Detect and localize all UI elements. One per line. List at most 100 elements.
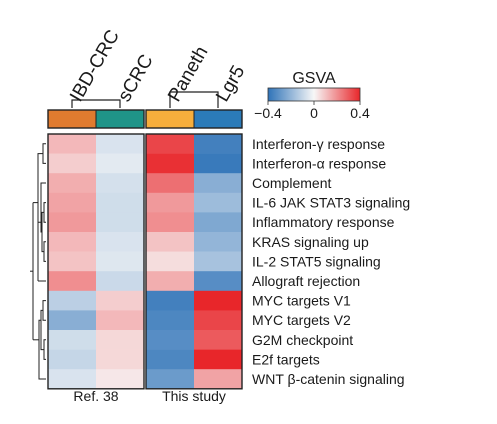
heatmap-cell <box>48 232 97 252</box>
legend-gradient-bar <box>267 87 361 102</box>
panel-frame <box>145 133 243 390</box>
heatmap-cell <box>146 153 195 174</box>
row-label: WNT β-catenin signaling <box>252 371 405 387</box>
heatmap-cell <box>146 290 195 311</box>
heatmap-cell <box>194 310 243 331</box>
heatmap-cell <box>194 153 243 174</box>
row-dendrogram-branch <box>40 309 44 351</box>
heatmap-cell <box>194 251 243 272</box>
heatmap-cell <box>146 349 195 370</box>
heatmap-cell <box>96 153 145 174</box>
row-label: Interferon-γ response <box>252 136 385 152</box>
heatmap-cell <box>194 369 243 390</box>
heatmap-cell <box>96 251 145 272</box>
heatmap-cell <box>96 134 145 154</box>
annotation-scrc <box>95 109 145 129</box>
row-label: MYC targets V2 <box>252 312 351 328</box>
row-dendrogram-branch <box>43 241 46 262</box>
row-label: Complement <box>252 175 331 191</box>
column-label: sCRC <box>114 51 158 105</box>
row-dendrogram-branch <box>42 300 46 321</box>
heatmap-cell <box>96 330 145 350</box>
heatmap-cell <box>48 271 97 292</box>
legend-tick-label: 0 <box>310 105 318 121</box>
column-annotation-bar <box>47 109 243 129</box>
heatmap-cell <box>194 173 243 194</box>
heatmap-cell <box>96 173 145 194</box>
heatmap-cell <box>146 369 195 390</box>
heatmap-cell <box>146 212 195 233</box>
panel-frame <box>47 133 145 390</box>
row-dendrogram-branch <box>43 339 46 360</box>
heatmap-cell <box>194 290 243 311</box>
row-label: MYC targets V1 <box>252 293 351 309</box>
heatmap-cell <box>146 173 195 194</box>
heatmap-cell <box>96 369 145 390</box>
row-labels: Interferon-γ response Interferon-α respon… <box>252 136 410 387</box>
heatmap-cell <box>96 310 145 331</box>
row-label: E2f targets <box>252 351 320 367</box>
legend-ticks: −0.4 0 0.4 <box>254 101 370 121</box>
gsva-color-legend: GSVA −0.4 0 0.4 <box>254 70 370 121</box>
legend-tick-label: 0.4 <box>350 105 370 121</box>
heatmap-cell <box>146 330 195 350</box>
row-label: KRAS signaling up <box>252 234 369 250</box>
heatmap-cell <box>194 212 243 233</box>
heatmap-cell <box>146 232 195 252</box>
heatmap-cell <box>194 192 243 213</box>
column-label: Lgr5 <box>212 62 249 105</box>
heatmap-cell <box>48 310 97 331</box>
heatmap-cell <box>48 192 97 213</box>
panel-footer: This study <box>162 388 226 404</box>
heatmap-cell <box>48 349 97 370</box>
heatmap-cell <box>96 192 145 213</box>
row-dendrogram-branch <box>42 143 46 164</box>
panel-footers: Ref. 38 This study <box>73 388 225 404</box>
row-label: Interferon-α response <box>252 155 386 171</box>
row-dendrogram-branch <box>43 202 46 223</box>
heatmap-cell <box>146 310 195 331</box>
heatmap-cell <box>96 349 145 370</box>
heatmap-cell <box>48 212 97 233</box>
heatmap-cell <box>48 134 97 154</box>
heatmap-cell <box>48 173 97 194</box>
annotation-frame <box>145 109 243 129</box>
heatmap-cell <box>194 232 243 252</box>
legend-tick-label: −0.4 <box>254 105 282 121</box>
heatmap-cell <box>194 349 243 370</box>
heatmap-cell <box>96 290 145 311</box>
row-label: IL-2 STAT5 signaling <box>252 253 381 269</box>
row-dendrogram-branch <box>40 182 46 233</box>
heatmap-cell <box>146 271 195 292</box>
heatmap-cell <box>48 153 97 174</box>
heatmap-cell <box>48 251 97 272</box>
heatmap-cell <box>194 271 243 292</box>
annotation-lgr5 <box>193 109 243 129</box>
heatmap-cell <box>48 369 97 390</box>
row-label: G2M checkpoint <box>252 332 353 348</box>
column-dendrogram-branch <box>71 99 121 108</box>
row-label: Allograft rejection <box>252 273 360 289</box>
legend-title: GSVA <box>292 70 336 87</box>
heatmap-cell <box>194 134 243 154</box>
column-dendrogram-branch <box>169 91 219 108</box>
heatmap-cell <box>96 232 145 252</box>
heatmap-cells <box>47 133 243 390</box>
row-label: IL-6 JAK STAT3 signaling <box>252 195 410 211</box>
row-dendrogram <box>30 143 46 380</box>
heatmap-cell <box>146 134 195 154</box>
annotation-ibd-crc <box>47 109 97 129</box>
heatmap-cell <box>146 192 195 213</box>
heatmap-cell <box>96 271 145 292</box>
heatmap-cell <box>146 251 195 272</box>
annotation-paneth <box>145 109 195 129</box>
heatmap-cell <box>48 290 97 311</box>
column-dendrogram <box>71 91 219 108</box>
column-label: Paneth <box>164 43 212 106</box>
heatmap-cell <box>194 330 243 350</box>
heatmap-cell <box>48 330 97 350</box>
row-dendrogram-branch <box>38 319 46 380</box>
annotation-frame <box>47 109 145 129</box>
